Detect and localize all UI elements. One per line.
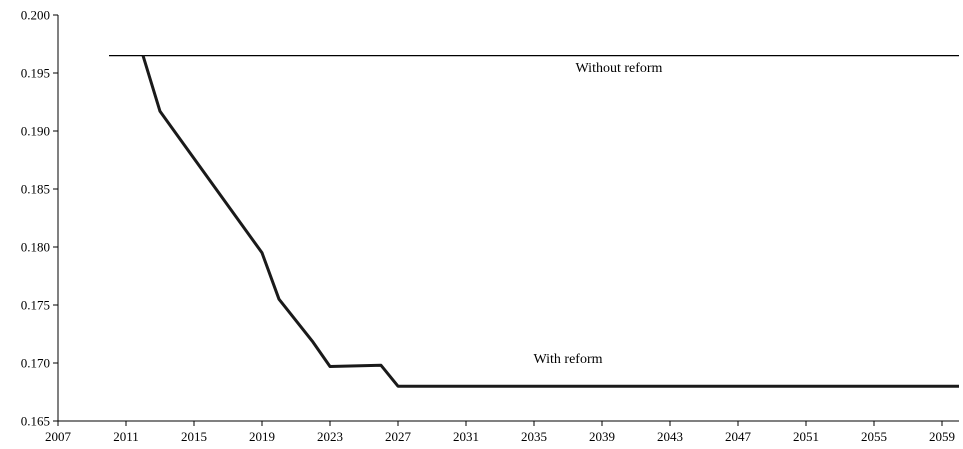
x-tick-label: 2051 (793, 429, 819, 444)
x-tick-label: 2019 (249, 429, 275, 444)
y-tick-label: 0.190 (21, 124, 50, 139)
series-line-with-reform (141, 55, 959, 388)
x-tick-label: 2023 (317, 429, 343, 444)
x-tick-label: 2059 (929, 429, 955, 444)
y-tick-label: 0.170 (21, 356, 50, 371)
chart-series (109, 54, 959, 388)
x-tick-label: 2047 (725, 429, 752, 444)
x-tick-label: 2043 (657, 429, 683, 444)
x-tick-label: 2011 (113, 429, 139, 444)
y-tick-label: 0.165 (21, 414, 50, 429)
series-label: With reform (533, 352, 602, 367)
x-tick-label: 2055 (861, 429, 887, 444)
y-tick-label: 0.175 (21, 298, 50, 313)
x-tick-label: 2035 (521, 429, 547, 444)
chart-annotations: Without reform With reform (533, 61, 662, 367)
y-tick-label: 0.195 (21, 66, 50, 81)
x-tick-label: 2027 (385, 429, 412, 444)
x-tick-label: 2007 (45, 429, 72, 444)
y-axis-ticks: 0.165 0.170 0.175 0.180 0.185 0.190 0.195 0.200 (21, 8, 58, 429)
y-tick-label: 0.180 (21, 240, 50, 255)
y-tick-label: 0.185 (21, 182, 50, 197)
x-tick-label: 2039 (589, 429, 615, 444)
chart-axes (57, 15, 959, 422)
y-tick-label: 0.200 (21, 8, 50, 23)
x-tick-label: 2031 (453, 429, 479, 444)
series-label: Without reform (576, 61, 663, 76)
x-tick-label: 2015 (181, 429, 207, 444)
x-axis-ticks: 2007 2011 2015 2019 2023 2027 2031 2035 2039 2043… (45, 421, 955, 444)
